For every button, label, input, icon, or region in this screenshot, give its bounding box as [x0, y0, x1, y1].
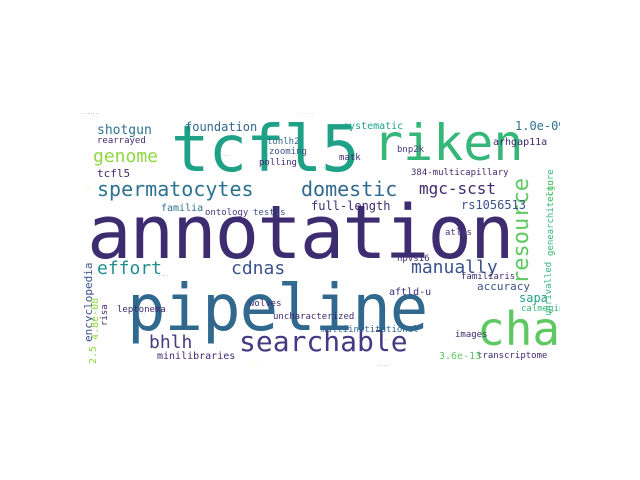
filler-word: · · · · · ·	[299, 111, 313, 116]
word-matk: matk	[339, 153, 361, 163]
word-bhlh: bhlh	[149, 332, 193, 353]
filler-word: · · ·	[85, 185, 92, 190]
word-cha: cha	[477, 302, 560, 356]
word-pipeline: pipeline	[127, 272, 428, 346]
filler-word: · · · · ·	[249, 363, 261, 368]
word-polling: polling	[259, 158, 297, 168]
word-mgc-scst: mgc-scst	[419, 179, 497, 198]
word-aftld-u: aftld-u	[389, 287, 432, 298]
word-atlas: atlas	[445, 228, 473, 238]
word-384-multicapillary: 384-multicapillary	[411, 168, 509, 178]
word-full-length: full-length	[311, 199, 391, 213]
word-manually: manually	[411, 257, 498, 278]
word-foundation: foundation	[185, 120, 258, 134]
word-riken: riken	[373, 114, 524, 172]
word-3-6e-13: 3.6e-13	[439, 351, 482, 362]
filler-word: · · · · · · ·	[83, 111, 100, 116]
word-familia: familia	[161, 203, 204, 214]
word-cloud: annotation pipeline tcfl5 riken cha sear…	[79, 106, 560, 371]
word-sapa: sapa	[519, 291, 548, 305]
word-shotgun: shotgun	[97, 123, 152, 138]
word-uncharacterized: uncharacterized	[273, 312, 355, 322]
filler-word: · · ·	[139, 311, 146, 316]
word-rs1056513: rs1056513	[461, 198, 527, 212]
word-2-5: 2.5	[88, 345, 99, 364]
word-effort: effort	[97, 258, 163, 279]
filler-word: · · · ·	[379, 337, 388, 342]
word-multiinstitutional: multiinstitutional	[321, 325, 419, 335]
word-accuracy: accuracy	[477, 280, 530, 293]
word-calmegin: calmegin	[521, 304, 560, 314]
word-minilibraries: minilibraries	[157, 351, 236, 362]
word-hpvs16: hpvs16	[397, 254, 430, 264]
filler-word: · · ·	[319, 165, 326, 170]
word-risa: risa	[100, 304, 110, 326]
word-searchable: searchable	[239, 325, 408, 358]
word-spermatocytes: spermatocytes	[97, 177, 254, 201]
filler-word: · · · ·	[219, 153, 228, 158]
word-bnp2k: bnp2k	[397, 145, 425, 155]
word-systematic: systematic	[343, 121, 404, 132]
word-clgn: clgn	[546, 180, 556, 202]
word-unrivalled: unrivalled	[544, 261, 554, 316]
word-cdnas: cdnas	[231, 258, 286, 279]
word-tohlh2: tohlh2	[267, 137, 300, 147]
word-leptonema: leptonema	[117, 305, 166, 315]
filler-word: · · · ·	[159, 273, 168, 278]
filler-word: · · · ·	[379, 363, 388, 368]
word-tcfl5-small: tcfl5	[97, 167, 131, 180]
word-wolves: wolves	[249, 299, 282, 309]
word-transcriptome: transcriptome	[477, 351, 548, 361]
word-tcfl5: tcfl5	[171, 113, 360, 187]
word-annotation: annotation	[87, 190, 515, 276]
word-arhgap11a: arhgap11a	[493, 137, 548, 148]
word-domestic: domestic	[301, 177, 398, 201]
filler-word: · · · · ·	[325, 217, 337, 222]
word-testis: testis	[253, 208, 286, 218]
filler-word: · · · ·	[449, 215, 458, 220]
word-1e09: 1.0e-09	[515, 119, 560, 133]
word-images: images	[455, 330, 488, 340]
word-ontology: ontology	[205, 208, 249, 218]
word-genome: genome	[93, 146, 159, 167]
word-rearrayed: rearrayed	[97, 136, 146, 146]
word-zooming: zooming	[269, 147, 307, 157]
filler-word: · · · ·	[289, 280, 298, 285]
word-familiaris: familiaris	[461, 272, 516, 282]
word-resource: resource	[509, 178, 534, 284]
filler-word: · · · · · ·	[199, 215, 213, 220]
